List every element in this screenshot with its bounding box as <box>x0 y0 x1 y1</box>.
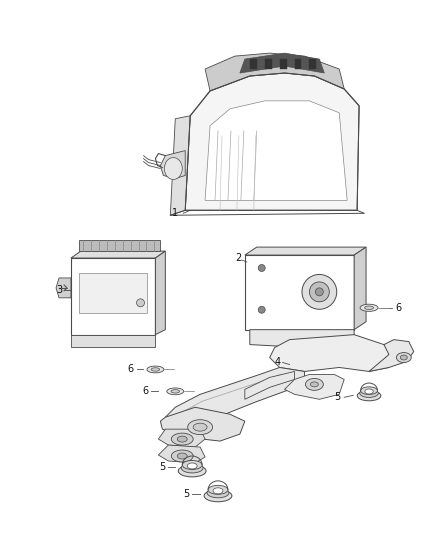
Ellipse shape <box>360 304 378 311</box>
Ellipse shape <box>396 352 411 362</box>
Ellipse shape <box>360 389 378 398</box>
Polygon shape <box>245 372 294 399</box>
Polygon shape <box>270 335 394 372</box>
Ellipse shape <box>182 461 202 470</box>
Text: 2: 2 <box>235 253 241 263</box>
Ellipse shape <box>309 282 329 302</box>
Polygon shape <box>240 53 324 73</box>
Text: 4: 4 <box>275 358 281 367</box>
Polygon shape <box>160 407 245 441</box>
Polygon shape <box>294 59 301 69</box>
Ellipse shape <box>188 419 212 434</box>
Text: 6: 6 <box>142 386 148 397</box>
Text: 1: 1 <box>172 208 178 219</box>
Ellipse shape <box>177 436 187 442</box>
Polygon shape <box>309 59 316 69</box>
Polygon shape <box>170 116 190 215</box>
Ellipse shape <box>208 486 228 494</box>
Ellipse shape <box>171 450 193 462</box>
Polygon shape <box>354 247 366 330</box>
Ellipse shape <box>315 288 323 296</box>
Ellipse shape <box>364 306 374 310</box>
Ellipse shape <box>151 368 159 371</box>
Ellipse shape <box>137 299 145 307</box>
Ellipse shape <box>171 433 193 445</box>
Ellipse shape <box>258 306 265 313</box>
Polygon shape <box>159 429 205 447</box>
Ellipse shape <box>258 264 265 271</box>
Text: 5: 5 <box>159 462 166 472</box>
Ellipse shape <box>193 423 207 431</box>
Polygon shape <box>71 251 165 258</box>
Text: 5: 5 <box>334 392 340 402</box>
Polygon shape <box>265 59 272 69</box>
Polygon shape <box>159 445 205 463</box>
Polygon shape <box>185 73 359 211</box>
Polygon shape <box>79 273 148 313</box>
Ellipse shape <box>147 366 164 373</box>
Ellipse shape <box>213 488 223 494</box>
Polygon shape <box>71 335 155 346</box>
Polygon shape <box>250 330 354 350</box>
Polygon shape <box>71 258 155 335</box>
Ellipse shape <box>357 391 381 401</box>
Ellipse shape <box>164 158 182 180</box>
Text: 3: 3 <box>56 285 62 295</box>
Ellipse shape <box>177 453 187 459</box>
Ellipse shape <box>360 387 378 394</box>
Ellipse shape <box>305 378 323 390</box>
Text: 6: 6 <box>127 365 134 375</box>
Ellipse shape <box>207 488 229 498</box>
Polygon shape <box>155 251 165 335</box>
Ellipse shape <box>400 355 407 360</box>
Polygon shape <box>56 278 71 298</box>
Polygon shape <box>285 375 344 399</box>
Ellipse shape <box>171 390 180 393</box>
Polygon shape <box>369 340 414 372</box>
Ellipse shape <box>178 465 206 477</box>
Polygon shape <box>245 255 354 330</box>
Polygon shape <box>250 59 257 69</box>
Polygon shape <box>205 101 347 200</box>
Polygon shape <box>79 240 160 251</box>
Ellipse shape <box>302 274 337 309</box>
Ellipse shape <box>311 382 318 387</box>
Ellipse shape <box>167 388 184 395</box>
Polygon shape <box>160 151 185 179</box>
Ellipse shape <box>187 463 197 469</box>
Ellipse shape <box>204 490 232 502</box>
Polygon shape <box>165 367 304 431</box>
Ellipse shape <box>365 389 373 394</box>
Polygon shape <box>245 247 366 255</box>
Text: 5: 5 <box>183 489 189 499</box>
Text: 6: 6 <box>396 303 402 313</box>
Polygon shape <box>279 59 286 69</box>
Ellipse shape <box>181 463 203 473</box>
Polygon shape <box>205 53 344 91</box>
